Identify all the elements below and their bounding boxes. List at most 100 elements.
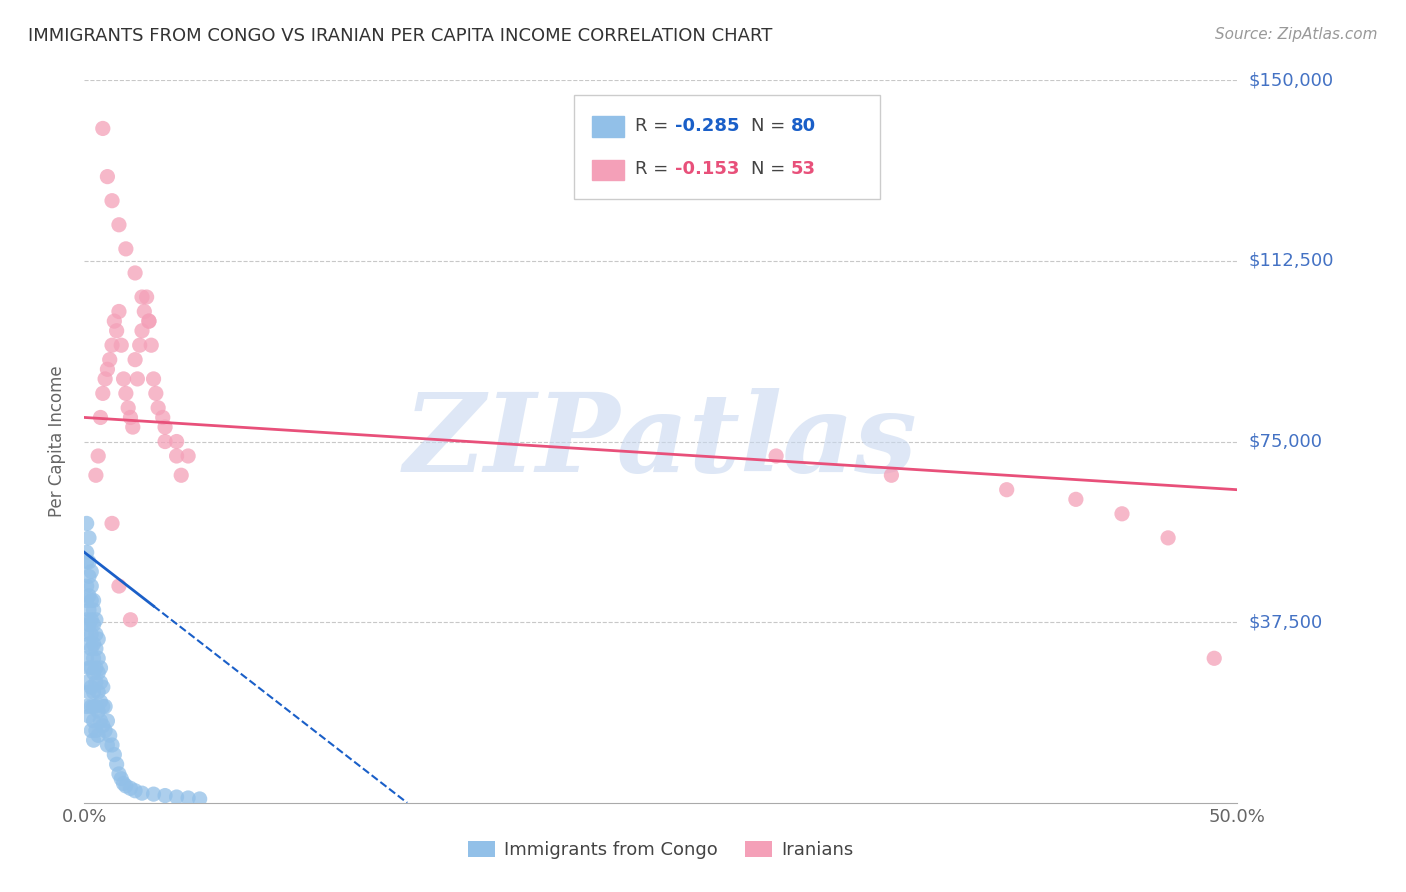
Point: [80, 565, 103, 579]
Point: [77, 661, 100, 675]
Text: -0.285: -0.285: [675, 117, 740, 135]
Point: [166, 790, 188, 805]
Point: [124, 784, 146, 798]
Point: [83, 593, 105, 607]
Point: [83, 699, 105, 714]
Point: [152, 410, 174, 425]
Text: 80: 80: [792, 117, 817, 135]
Text: $75,000: $75,000: [1249, 433, 1323, 450]
Point: [96, 362, 118, 376]
Text: R =: R =: [636, 117, 675, 135]
Point: [91, 680, 114, 694]
Point: [87, 685, 110, 699]
Point: [131, 290, 153, 304]
Point: [89, 714, 111, 728]
Text: $37,500: $37,500: [1249, 613, 1323, 632]
Point: [131, 324, 153, 338]
Point: [76, 555, 98, 569]
Point: [142, 787, 165, 801]
Point: [83, 733, 105, 747]
Point: [135, 290, 157, 304]
Point: [80, 613, 103, 627]
Point: [120, 613, 142, 627]
Point: [177, 791, 200, 805]
Point: [76, 545, 98, 559]
Point: [80, 723, 103, 738]
Point: [94, 372, 117, 386]
Point: [138, 314, 160, 328]
Point: [84, 641, 107, 656]
Point: [89, 675, 111, 690]
Point: [153, 789, 176, 803]
Text: N =: N =: [751, 117, 790, 135]
Point: [80, 661, 103, 675]
Point: [153, 420, 176, 434]
Point: [120, 781, 142, 796]
Point: [76, 593, 98, 607]
Point: [80, 699, 103, 714]
Point: [83, 685, 105, 699]
Point: [105, 757, 128, 772]
Point: [138, 314, 160, 328]
Point: [101, 194, 124, 208]
Bar: [592, 160, 624, 180]
Point: [77, 637, 100, 651]
Point: [80, 641, 103, 656]
Point: [146, 401, 169, 415]
Point: [77, 685, 100, 699]
Point: [80, 627, 103, 641]
Point: [87, 651, 110, 665]
Point: [76, 627, 98, 641]
Point: [83, 651, 105, 665]
Point: [1064, 492, 1087, 507]
Bar: [592, 117, 624, 136]
Point: [87, 449, 110, 463]
Text: N =: N =: [751, 161, 790, 178]
Point: [83, 665, 105, 680]
Point: [76, 579, 98, 593]
Text: $112,500: $112,500: [1249, 252, 1334, 270]
Point: [108, 304, 131, 318]
Text: Source: ZipAtlas.com: Source: ZipAtlas.com: [1215, 27, 1378, 42]
Point: [188, 792, 211, 806]
Point: [77, 569, 100, 583]
Text: 53: 53: [792, 161, 815, 178]
Point: [170, 468, 193, 483]
Point: [89, 695, 111, 709]
Point: [77, 589, 100, 603]
Point: [101, 738, 124, 752]
Point: [117, 401, 139, 415]
Point: [94, 699, 117, 714]
Point: [101, 338, 124, 352]
FancyBboxPatch shape: [575, 95, 880, 200]
Point: [96, 714, 118, 728]
Point: [83, 617, 105, 632]
Point: [177, 449, 200, 463]
Point: [141, 338, 163, 352]
Point: [98, 728, 121, 742]
Point: [89, 661, 111, 675]
Point: [142, 372, 165, 386]
Point: [145, 386, 167, 401]
Point: [103, 314, 125, 328]
Point: [91, 121, 114, 136]
Point: [153, 434, 176, 449]
Point: [77, 617, 100, 632]
Point: [77, 555, 100, 569]
Legend: Immigrants from Congo, Iranians: Immigrants from Congo, Iranians: [461, 833, 860, 866]
Point: [87, 728, 110, 742]
Point: [112, 372, 135, 386]
Point: [166, 449, 188, 463]
Point: [166, 434, 188, 449]
Point: [83, 637, 105, 651]
Point: [110, 338, 132, 352]
Point: [134, 304, 156, 318]
Text: $150,000: $150,000: [1249, 71, 1333, 89]
Point: [84, 723, 107, 738]
Point: [765, 449, 787, 463]
Point: [80, 579, 103, 593]
Point: [880, 468, 903, 483]
Point: [77, 603, 100, 617]
Point: [76, 516, 98, 531]
Point: [91, 386, 114, 401]
